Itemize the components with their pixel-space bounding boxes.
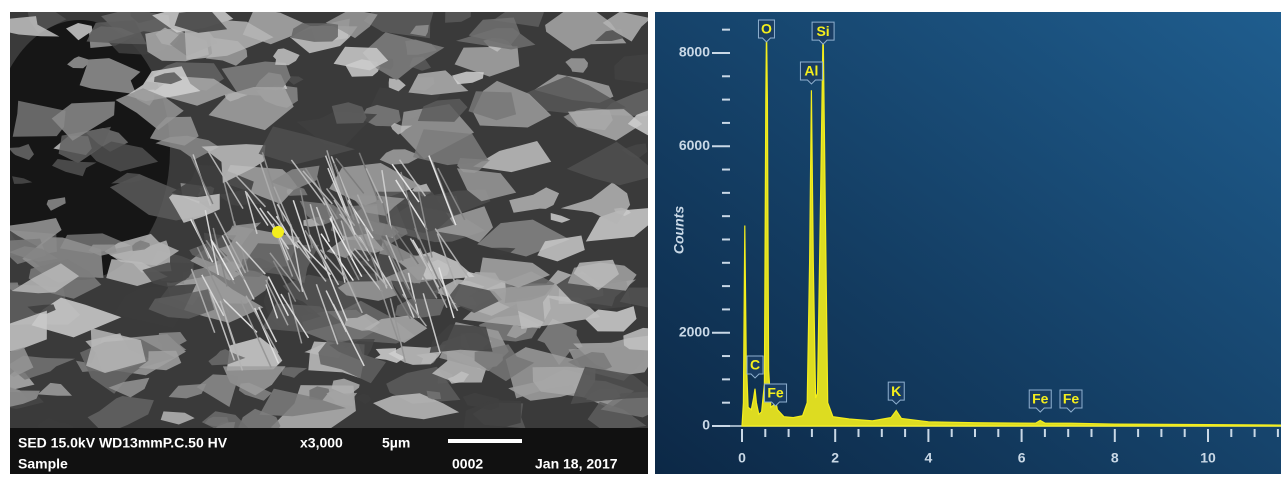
x-tick-label: 4 [925,450,933,466]
peak-label: Al [804,63,818,79]
figure: SED 15.0kV WD13mmP.C.50 HV x3,000 5µm Sa… [0,0,1281,474]
scale-bar [448,439,522,443]
y-tick-label: 8000 [679,44,710,60]
peak-label: Fe [1063,391,1080,407]
analysis-point [272,226,284,238]
caption-text: x3,000 [300,435,343,451]
caption-text: SED 15.0kV WD13mmP.C.50 HV [18,435,228,451]
peak-label: Fe [1032,391,1049,407]
x-tick-label: 2 [831,450,839,466]
caption-text: Sample [18,456,68,472]
caption-text: 0002 [452,456,483,472]
x-tick-label: 6 [1018,450,1026,466]
sem-image [0,1,683,441]
caption-text: 5µm [382,435,410,451]
caption-text: Jan 18, 2017 [535,456,618,472]
page: SED 15.0kV WD13mmP.C.50 HV x3,000 5µm Sa… [0,0,1281,479]
y-axis-label: Counts [671,206,687,254]
x-tick-label: 0 [738,450,746,466]
y-tick-label: 6000 [679,137,710,153]
x-tick-label: 10 [1200,450,1216,466]
x-tick-label: 8 [1111,450,1119,466]
peak-label: C [750,357,760,373]
peak-label: O [761,21,772,37]
peak-label: Si [816,23,829,39]
peak-label: K [891,383,901,399]
y-tick-label: 0 [702,417,710,433]
peak-label: Fe [767,385,784,401]
y-tick-label: 2000 [679,323,710,339]
chart-background [655,12,1281,474]
